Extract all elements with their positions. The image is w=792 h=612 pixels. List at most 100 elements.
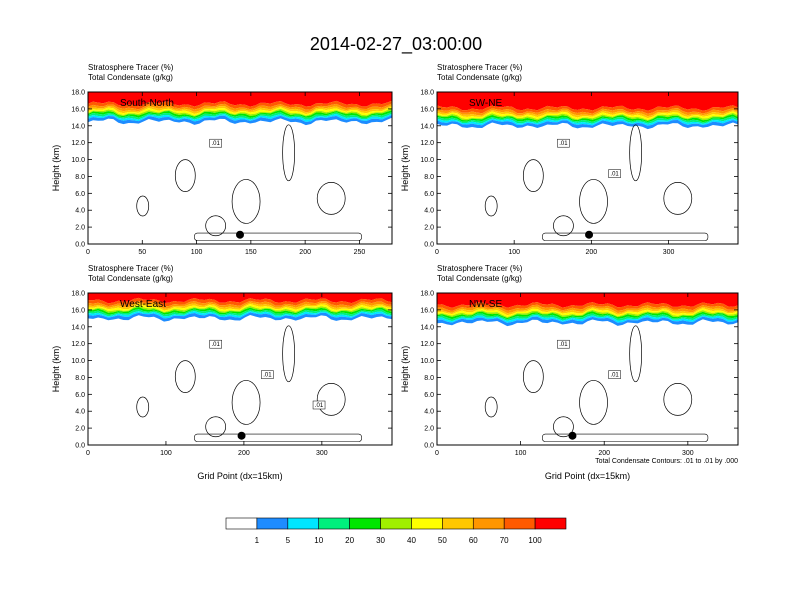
tracer-band-9 (437, 119, 738, 130)
colorbar-swatch (318, 517, 350, 530)
condensate-contour (629, 325, 643, 383)
y-tick-label: 18.0 (420, 90, 434, 97)
y-tick-label: 2.0 (424, 225, 434, 232)
y-tick-label: 12.0 (71, 140, 85, 147)
y-tick-label: 18.0 (71, 291, 85, 298)
y-tick-label: 16.0 (71, 307, 85, 314)
y-tick-label: 10.0 (71, 358, 85, 365)
condensate-contour (174, 159, 196, 192)
contour-label: .01 (610, 172, 619, 178)
location-marker (568, 431, 577, 440)
tracer-band-6 (437, 114, 738, 123)
tracer-band-9 (88, 115, 392, 126)
panel-label: SW-NE (469, 98, 502, 109)
y-tick-label: 4.0 (75, 208, 85, 215)
x-tick-label: 50 (138, 249, 146, 256)
contour-label: .01 (212, 342, 221, 348)
contour-label-box (312, 400, 326, 410)
panel-2: .01 .01 .01 West-East 0.0 2.0 4.0 6.0 8.0 10.0 12.… (51, 264, 393, 481)
panel-1: .01 .01 SW-NE 0.0 2.0 4.0 6.0 8.0 10.0 12.0 14.0 16… (400, 63, 739, 256)
y-tick-label: 2.0 (424, 426, 434, 433)
location-marker (236, 230, 244, 239)
colorbar-label: 50 (438, 536, 447, 545)
y-tick-label: 6.0 (75, 191, 85, 198)
tracer-band-1 (88, 100, 392, 110)
tracer-band-3 (437, 306, 738, 316)
condensate-contour (136, 396, 150, 418)
y-tick-label: 12.0 (71, 341, 85, 348)
panel-title-condensate: Total Condensate (g/kg) (437, 274, 522, 283)
x-tick-label: 300 (316, 450, 328, 457)
tracer-band-8 (437, 314, 738, 323)
y-tick-label: 6.0 (424, 392, 434, 399)
tracer-band-7 (88, 112, 392, 120)
colorbar-label: 5 (286, 536, 291, 545)
x-axis-label: Grid Point (dx=15km) (197, 471, 282, 481)
y-axis-label: Height (km) (400, 346, 410, 393)
contour-label: .01 (610, 373, 619, 379)
tracer-band-7 (437, 116, 738, 124)
panel-title-tracer: Stratosphere Tracer (%) (437, 264, 523, 273)
colorbar-swatch (534, 517, 567, 530)
plot-area: .01 South-North (88, 92, 392, 244)
panel-0: .01 South-North 0.0 2.0 4.0 6.0 8.0 10.0 12.0 14.… (51, 63, 393, 256)
plot-frame (87, 91, 393, 245)
tracer-band-100 (437, 293, 738, 308)
y-tick-label: 8.0 (424, 375, 434, 382)
plot-frame (436, 292, 739, 446)
condensate-contour (282, 124, 295, 182)
y-axis-label: Height (km) (51, 145, 61, 192)
contour-label: .01 (263, 373, 272, 379)
y-tick-label: 14.0 (71, 324, 85, 331)
contour-label: .01 (559, 141, 568, 147)
colorbar-swatch (349, 517, 381, 530)
colorbar: 1 5 10 20 30 40 50 60 70 100 (225, 517, 567, 545)
y-tick-label: 18.0 (71, 90, 85, 97)
location-marker (585, 230, 594, 239)
tracer-band-7 (437, 313, 738, 322)
colorbar-label: 10 (314, 536, 323, 545)
y-tick-label: 14.0 (71, 123, 85, 130)
condensate-contour (522, 360, 544, 393)
condensate-contour (484, 396, 498, 418)
tracer-band-100 (88, 92, 392, 107)
condensate-contour (205, 215, 227, 237)
tracer-band-2 (88, 300, 392, 309)
tracer-band-100 (437, 92, 738, 111)
y-tick-label: 16.0 (420, 106, 434, 113)
panel-label: NW-SE (469, 299, 502, 310)
colorbar-swatch (225, 517, 258, 530)
tracer-band-1 (437, 302, 738, 311)
y-axis-label: Height (km) (400, 145, 410, 192)
tracer-band-3 (437, 110, 738, 119)
tracer-band-5 (88, 305, 392, 314)
condensate-contour (316, 182, 346, 215)
colorbar-label: 40 (407, 536, 416, 545)
x-tick-label: 300 (682, 450, 694, 457)
y-tick-label: 2.0 (75, 426, 85, 433)
y-tick-label: 4.0 (75, 409, 85, 416)
colorbar-label: 1 (255, 536, 260, 545)
tracer-band-6 (437, 311, 738, 320)
x-tick-label: 0 (86, 249, 90, 256)
tracer-band-5 (437, 309, 738, 318)
condensate-contour (231, 380, 261, 425)
condensate-contour (579, 380, 608, 425)
condensate-contour (663, 182, 693, 215)
tracer-band-4 (437, 308, 738, 318)
contour-label-box (608, 370, 621, 379)
condensate-contour (282, 325, 295, 383)
tracer-band-5 (88, 108, 392, 117)
contour-label-box (557, 339, 570, 349)
panel-title-tracer: Stratosphere Tracer (%) (88, 63, 174, 72)
tracer-band-4 (437, 111, 738, 120)
contour-label-box (261, 370, 274, 379)
x-tick-label: 150 (245, 249, 257, 256)
y-tick-label: 2.0 (75, 225, 85, 232)
plot-area: .01 .01 .01 West-East (88, 293, 392, 445)
y-tick-label: 12.0 (420, 341, 434, 348)
tracer-band-2 (437, 304, 738, 314)
x-tick-label: 100 (191, 249, 203, 256)
colorbar-swatch (380, 517, 412, 530)
tracer-band-8 (437, 118, 738, 126)
